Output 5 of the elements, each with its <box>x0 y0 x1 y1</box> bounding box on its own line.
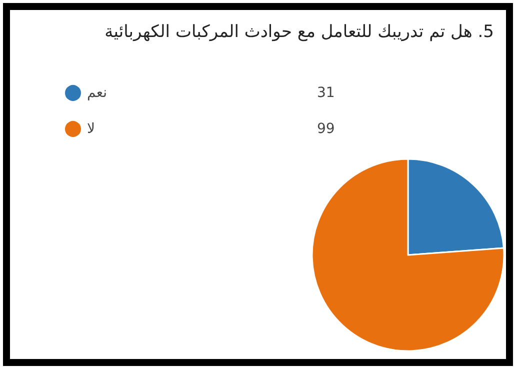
legend-label: لا <box>87 121 95 137</box>
legend-label: نعم <box>87 85 107 101</box>
chart-title: 5. هل تم تدريبك للتعامل مع حوادث المركبات الكهربائية <box>104 22 494 42</box>
data-label: 99 <box>317 121 335 137</box>
data-label: 31 <box>317 85 335 101</box>
